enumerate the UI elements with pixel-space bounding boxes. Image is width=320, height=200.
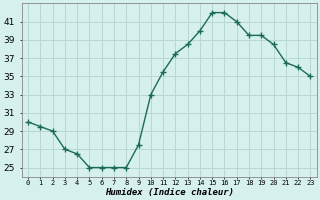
X-axis label: Humidex (Indice chaleur): Humidex (Indice chaleur) <box>105 188 234 197</box>
